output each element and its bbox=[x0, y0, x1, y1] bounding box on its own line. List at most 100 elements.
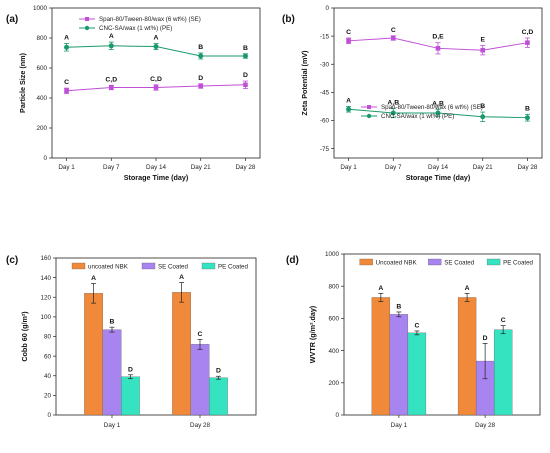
bar bbox=[102, 329, 122, 416]
y-tick-label: 800 bbox=[328, 283, 339, 290]
panel-0-line-chart: (a) 0 200 400 600 800 1000 Day 1 Day 7 Day 14 Day … bbox=[6, 5, 261, 182]
significance-label: D bbox=[243, 72, 248, 79]
data-point bbox=[64, 88, 69, 94]
significance-label: C,D bbox=[105, 76, 117, 83]
legend-label: CNC-SA/wax (1 wt%) (PE) bbox=[381, 113, 454, 120]
x-tick-label: Day 1 bbox=[58, 164, 75, 171]
series-0: C C,D C,D D D bbox=[64, 72, 248, 94]
legend-label: Span-80/Tween-80/wax (6 wt%) (SE) bbox=[99, 16, 201, 23]
significance-label: B bbox=[110, 319, 115, 326]
significance-label: B bbox=[396, 303, 401, 310]
bar bbox=[121, 376, 140, 416]
significance-label: A bbox=[64, 35, 69, 42]
y-tick-label: 160 bbox=[40, 255, 51, 262]
bar bbox=[371, 297, 391, 416]
y-tick-label: 800 bbox=[36, 35, 47, 42]
bar bbox=[172, 292, 191, 416]
significance-label: D bbox=[128, 366, 133, 373]
legend-swatch bbox=[359, 258, 373, 266]
series-1: A A,B A,B B B bbox=[346, 97, 530, 122]
legend-entry: CNC-SA/wax (1 wt%) (PE) bbox=[361, 113, 454, 120]
legend-label: PE Coated bbox=[503, 260, 533, 267]
data-point bbox=[480, 114, 486, 120]
y-tick-label: -75 bbox=[320, 146, 330, 153]
panel-label: (b) bbox=[282, 14, 295, 25]
legend-entry: PE Coated bbox=[486, 258, 534, 267]
legend-entry: Uncoated NBK bbox=[359, 258, 418, 267]
y-tick-label: 0 bbox=[325, 5, 329, 12]
y-tick-label: 80 bbox=[44, 334, 52, 341]
data-point bbox=[480, 47, 486, 53]
panel-label: (c) bbox=[6, 255, 18, 266]
series-2: CC bbox=[407, 317, 513, 416]
significance-label: D bbox=[216, 368, 221, 375]
legend-label: SE Coated bbox=[158, 264, 188, 271]
x-tick-label: Day 28 bbox=[190, 422, 210, 429]
y-tick-label: 1000 bbox=[325, 251, 340, 258]
y-tick-label: 200 bbox=[328, 380, 339, 387]
panel-1-line-chart: (b) 0 -15 -30 -45 -60 -75 Day 1 Day 7 Day 14 Day 2… bbox=[282, 5, 543, 182]
y-tick-label: 600 bbox=[328, 316, 339, 323]
significance-label: C bbox=[198, 331, 203, 338]
y-axis-label: Particle Size (nm) bbox=[18, 52, 27, 113]
bar bbox=[389, 314, 409, 416]
significance-label: A bbox=[346, 97, 351, 104]
x-axis-label: Storage Time (day) bbox=[124, 173, 189, 182]
legend-label: CNC-SA/wax (1 wt%) (PE) bbox=[99, 25, 172, 32]
y-tick-label: 400 bbox=[328, 348, 339, 355]
significance-label: C bbox=[391, 27, 396, 34]
y-tick-label: 20 bbox=[44, 393, 52, 400]
data-point bbox=[346, 106, 352, 112]
legend-entry: SE Coated bbox=[141, 262, 188, 271]
legend-swatch bbox=[428, 258, 442, 266]
y-tick-label: 0 bbox=[47, 412, 51, 419]
y-tick-label: 140 bbox=[40, 275, 51, 282]
significance-label: A bbox=[378, 285, 383, 292]
y-tick-label: 0 bbox=[43, 155, 47, 162]
significance-label: D,E bbox=[432, 34, 444, 41]
bar bbox=[190, 344, 210, 416]
significance-label: D bbox=[483, 335, 488, 342]
y-tick-label: 40 bbox=[44, 373, 52, 380]
y-axis-label: Cobb 60 (g/m²) bbox=[20, 311, 29, 362]
data-point bbox=[346, 38, 351, 44]
y-tick-label: 400 bbox=[36, 95, 47, 102]
y-tick-label: -30 bbox=[320, 61, 330, 68]
series-0: C C D,E E C,D bbox=[346, 27, 534, 56]
y-tick-label: 100 bbox=[40, 314, 51, 321]
panel-label: (d) bbox=[286, 255, 299, 266]
data-point bbox=[390, 35, 396, 41]
y-axis-label: WVTR (g/m².day) bbox=[308, 305, 317, 363]
significance-label: C bbox=[64, 79, 69, 86]
data-point bbox=[524, 115, 530, 121]
data-point bbox=[390, 110, 396, 116]
x-tick-label: Day 1 bbox=[391, 422, 408, 429]
data-point bbox=[108, 85, 114, 90]
significance-label: A bbox=[109, 33, 114, 40]
data-point bbox=[435, 110, 441, 116]
data-point bbox=[153, 44, 159, 50]
legend-marker bbox=[367, 105, 372, 109]
data-point bbox=[153, 85, 159, 90]
legend-swatch bbox=[71, 262, 86, 270]
data-point bbox=[198, 53, 204, 59]
significance-label: C,D bbox=[150, 76, 162, 83]
panel-2-bar-chart: (c) 0 20 40 60 80 100 120 140 160 Day 1 Day 28 Cobb … bbox=[6, 255, 257, 429]
x-tick-label: Day 28 bbox=[235, 164, 255, 171]
legend-label: Uncoated NBK bbox=[376, 260, 418, 267]
data-point bbox=[525, 40, 530, 45]
x-tick-label: Day 28 bbox=[517, 164, 537, 171]
legend-entry: Span-80/Tween-80/wax (6 wt%) (SE) bbox=[79, 16, 201, 23]
series-1: BD bbox=[389, 303, 495, 416]
x-tick-label: Day 1 bbox=[104, 422, 121, 429]
bar bbox=[457, 297, 477, 416]
bar bbox=[407, 332, 427, 416]
significance-label: C,D bbox=[522, 29, 534, 36]
significance-label: A bbox=[154, 35, 159, 42]
data-point bbox=[435, 46, 441, 51]
series-1: BC bbox=[102, 319, 210, 416]
legend-marker bbox=[366, 113, 372, 119]
significance-label: A bbox=[465, 285, 470, 292]
